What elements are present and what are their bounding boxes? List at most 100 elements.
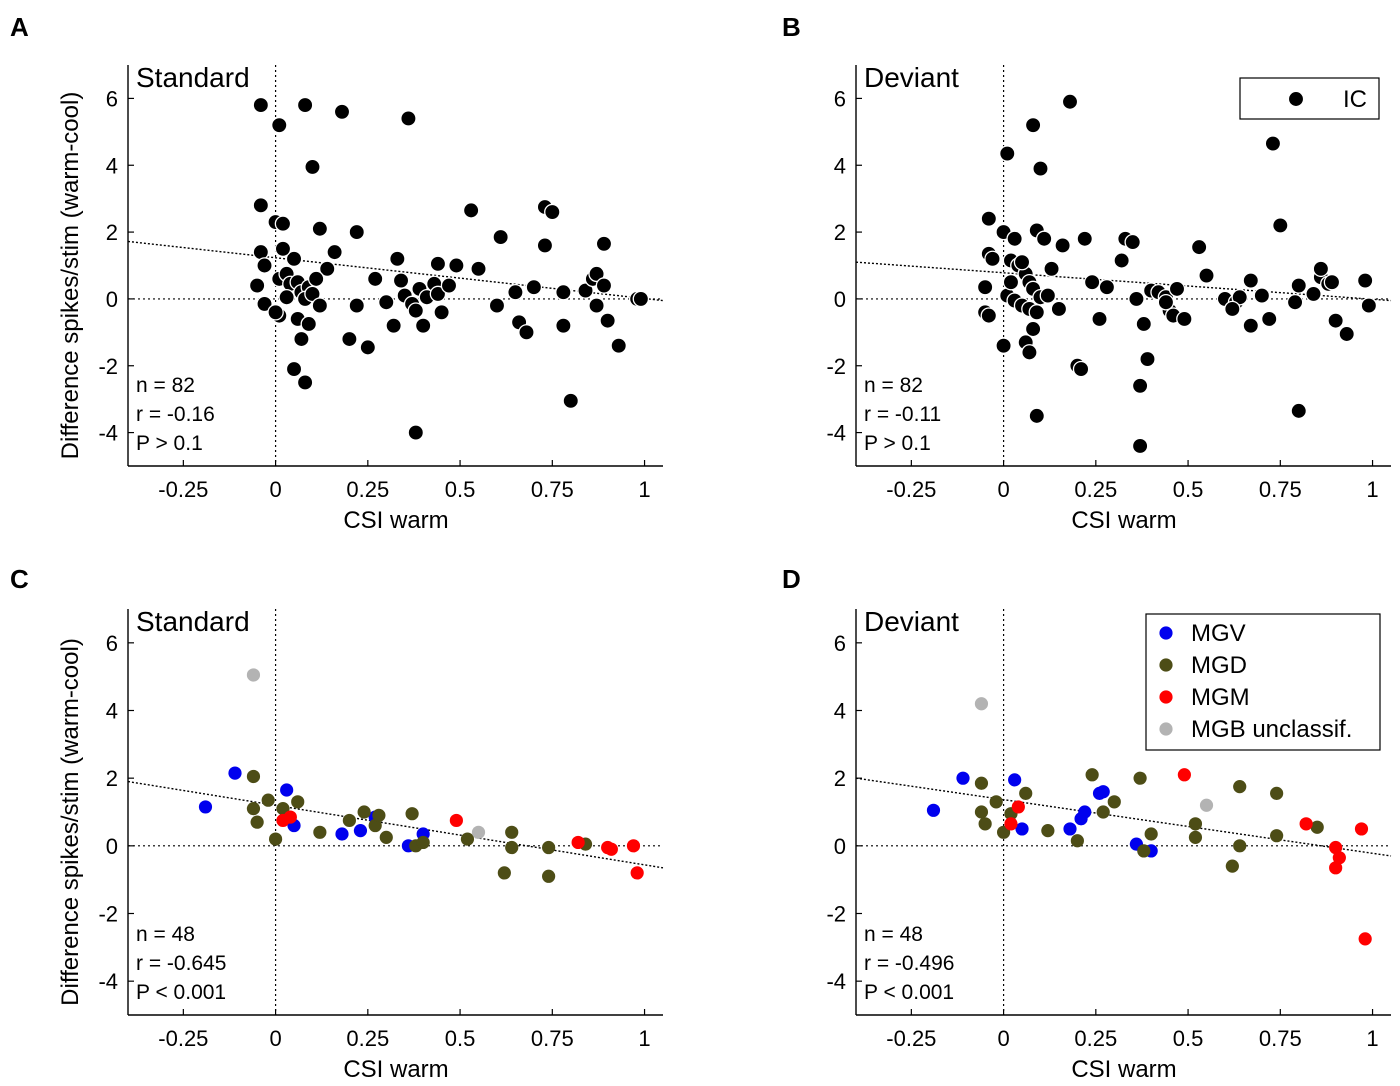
x-axis-label: CSI warm [343,507,448,534]
data-point [1054,237,1071,254]
y-tick-label: 0 [834,834,846,859]
data-point [974,805,989,819]
data-point [1113,252,1130,269]
data-point [595,235,613,253]
data-point [1107,795,1121,809]
data-point [307,270,325,288]
data-point [313,825,327,839]
y-tick-label: 0 [106,287,118,312]
data-point [1032,160,1049,177]
data-point [497,866,511,880]
data-point [507,283,524,301]
series-mgm [276,810,644,880]
data-point [429,255,447,273]
data-point [1290,402,1308,420]
data-point [1305,285,1322,303]
data-point [357,805,371,819]
series-mgd [974,768,1324,873]
x-tick-label: 1 [638,1026,650,1051]
data-point [1242,272,1260,289]
data-point [974,697,989,711]
data-point [1013,253,1031,271]
y-tick-label: -4 [826,421,846,446]
data-point [599,312,616,329]
data-point [588,265,605,283]
data-point [1190,238,1208,256]
data-point [978,817,992,831]
data-point [267,304,284,321]
panel-title: Deviant [864,606,959,637]
x-tick-label: -0.25 [158,1026,208,1051]
data-point [341,330,358,348]
x-tick-label: 0.5 [445,477,476,502]
stat-text: P < 0.001 [864,981,954,1004]
data-point [1329,861,1343,875]
data-point [228,766,242,780]
data-point [440,277,458,294]
data-point [1063,822,1077,836]
data-point [311,220,329,237]
y-tick-label: 0 [834,287,846,312]
data-point [488,297,506,314]
legend-label: MGD [1191,652,1247,679]
data-point [1098,278,1116,296]
data-point [1358,932,1372,946]
data-point [400,110,417,127]
x-tick-label: 0 [997,1026,1009,1051]
data-point [407,424,425,441]
data-point [542,840,556,855]
x-tick-label: 0.75 [531,1026,574,1051]
data-point [1224,300,1241,318]
data-point [460,832,475,846]
data-point [274,240,292,258]
data-point [311,297,329,314]
data-point [256,257,273,274]
data-point [956,771,970,785]
data-point [405,807,419,821]
data-point [1310,820,1324,834]
data-point [285,250,303,268]
y-tick-label: 6 [834,86,846,111]
data-point [278,288,295,306]
data-point [389,250,406,268]
data-point [604,842,618,856]
data-point [1338,325,1355,343]
data-point [999,145,1016,162]
series-mgb-unclassif- [974,697,1214,812]
data-point [1168,280,1186,298]
panel-letter: D [782,564,801,594]
stat-text: P > 0.1 [864,432,931,455]
data-point [285,360,303,378]
legend-box [1239,77,1380,120]
data-point [1233,780,1247,794]
data-point [1083,273,1101,291]
data-point [1329,840,1343,855]
data-point [1264,135,1282,152]
data-point [542,869,556,883]
x-tick-label: -0.25 [886,477,936,502]
data-point [1061,93,1079,111]
x-tick-label: 0.75 [531,477,574,502]
data-point [610,337,627,354]
data-point [448,257,465,274]
data-point [378,294,395,311]
data-point [252,96,270,114]
x-tick-label: 1 [638,477,650,502]
y-tick-label: 4 [106,153,118,178]
data-point [471,825,486,839]
y-tick-label: -4 [98,421,118,446]
stat-text: r = -0.16 [136,403,215,426]
data-point [280,783,294,797]
panel-b: B -0.25 0 0.25 0.5 0.75 1 -4 -2 0 2 4 6 Deviant n = 82… [782,12,1392,534]
data-point [1096,805,1110,819]
y-tick-label: -4 [826,969,846,994]
data-point [1041,824,1055,838]
panel-c: C -0.25 0 0.25 0.5 0.75 1 -4 -2 0 2 4 6 Standard n = 4… [10,564,664,1083]
data-point [1078,805,1092,819]
data-point [595,277,613,294]
data-point [293,330,310,348]
data-point [1272,217,1289,234]
regression-line [127,780,664,869]
x-tick-label: -0.25 [158,477,208,502]
y-tick-label: 2 [106,766,118,791]
